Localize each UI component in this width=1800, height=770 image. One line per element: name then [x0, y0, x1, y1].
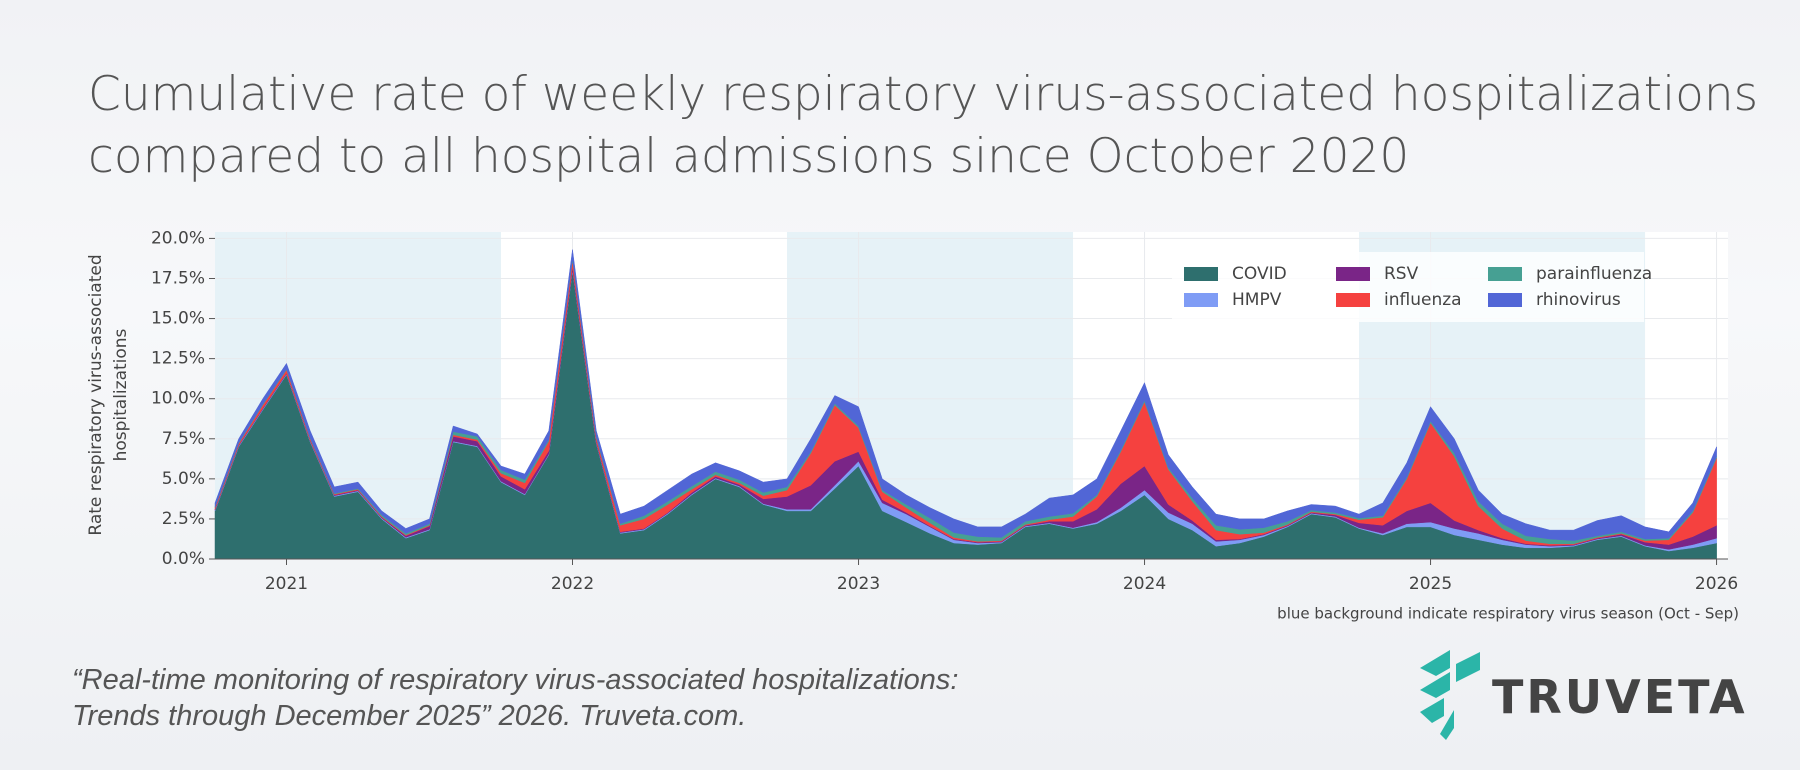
y-tick-label: 0.0%: [162, 549, 205, 569]
legend-swatch: [1184, 293, 1218, 307]
y-axis-label: hospitalizations: [111, 328, 131, 461]
legend-label: COVID: [1232, 264, 1287, 284]
y-tick-label: 15.0%: [151, 309, 205, 329]
logo-text: TRUVETA: [1492, 670, 1748, 724]
x-tick-label: 2026: [1695, 574, 1738, 594]
legend-swatch: [1336, 293, 1370, 307]
area: [214, 249, 1717, 541]
x-tick-label: 2024: [1123, 574, 1166, 594]
x-tick-label: 2023: [837, 574, 880, 594]
citation: Trends through December 2025” 2026. Truv…: [72, 700, 746, 732]
title-line: compared to all hospital admissions sinc…: [88, 129, 1409, 184]
logo-icon: [1420, 650, 1480, 740]
legend-swatch: [1488, 267, 1522, 281]
y-tick-label: 7.5%: [162, 429, 205, 449]
x-tick-label: 2021: [265, 574, 308, 594]
legend-label: influenza: [1384, 290, 1462, 310]
citation: “Real-time monitoring of respiratory vir…: [72, 664, 958, 696]
y-tick-label: 17.5%: [151, 268, 205, 288]
x-tick-label: 2022: [551, 574, 594, 594]
y-tick-label: 10.0%: [151, 389, 205, 409]
legend-box: [1172, 252, 1644, 322]
legend-swatch: [1488, 293, 1522, 307]
x-tick-label: 2025: [1409, 574, 1452, 594]
legend: COVID HMPV RSV influenza parainfluenza rhinov…: [1172, 252, 1652, 322]
y-tick-label: 12.5%: [151, 349, 205, 369]
y-tick-label: 5.0%: [162, 469, 205, 489]
legend-label: parainfluenza: [1536, 264, 1652, 284]
legend-label: rhinovirus: [1536, 290, 1621, 310]
note: blue background indicate respiratory vir…: [1277, 605, 1739, 623]
legend-label: RSV: [1384, 264, 1419, 284]
title-line: Cumulative rate of weekly respiratory vi…: [88, 67, 1758, 122]
y-tick-label: 20.0%: [151, 228, 205, 248]
legend-label: HMPV: [1232, 290, 1282, 310]
legend-swatch: [1336, 267, 1370, 281]
legend-swatch: [1184, 267, 1218, 281]
y-tick-label: 2.5%: [162, 509, 205, 529]
y-axis-label: Rate respiratory virus-associated: [86, 254, 106, 535]
